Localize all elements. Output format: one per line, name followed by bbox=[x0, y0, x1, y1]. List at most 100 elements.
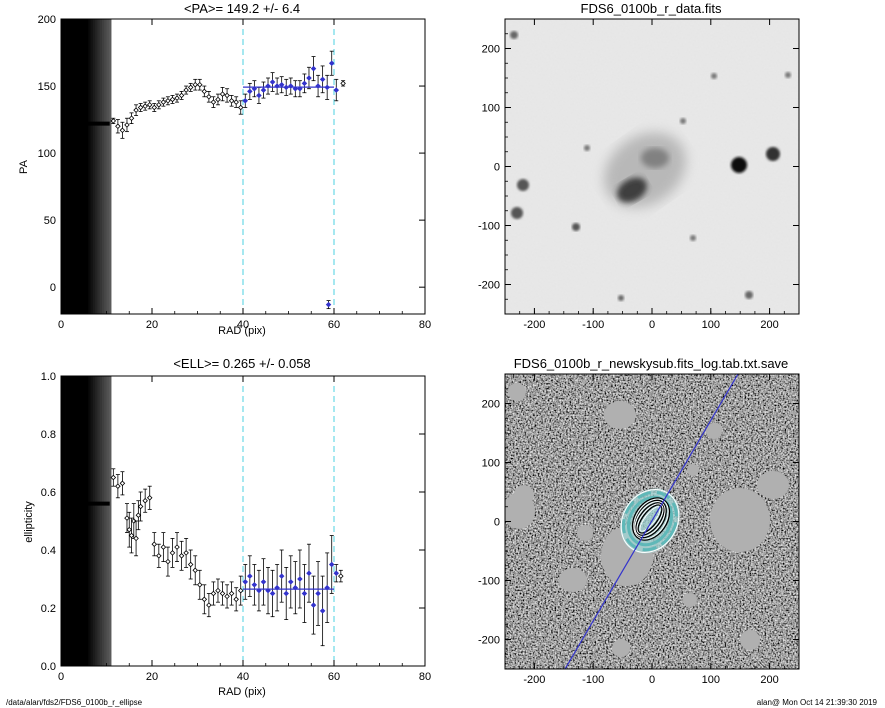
ell-point bbox=[233, 587, 239, 612]
pa-point bbox=[306, 66, 312, 90]
pa-point bbox=[115, 119, 121, 134]
ell-guide-lines bbox=[242, 376, 335, 666]
pa-ytick-label: 150 bbox=[38, 81, 56, 93]
ell-point bbox=[201, 584, 208, 615]
img2-ytick-label: -200 bbox=[478, 635, 500, 647]
pa-mask-stripe bbox=[76, 19, 80, 314]
pa-point bbox=[201, 85, 208, 98]
ell-point bbox=[237, 575, 244, 606]
img1-ytick-label: -200 bbox=[478, 280, 500, 292]
pa-xtick-label: 80 bbox=[419, 319, 431, 331]
ell-point bbox=[251, 564, 258, 606]
ell-mask-stripe bbox=[99, 376, 103, 666]
pa-point bbox=[165, 96, 171, 106]
pa-mask-stripe bbox=[83, 19, 87, 314]
data-image bbox=[505, 19, 799, 314]
ell-point bbox=[192, 555, 198, 586]
ell-mask-stripe bbox=[95, 376, 98, 666]
ell-point bbox=[115, 474, 121, 499]
pa-guide-lines bbox=[242, 19, 335, 314]
ell-ytick-label: 0.8 bbox=[41, 429, 56, 441]
footer-timestamp: alan@ Mon Oct 14 21:39:30 2019 bbox=[756, 698, 877, 707]
ell-point bbox=[135, 500, 142, 531]
pa-mask-stripe bbox=[104, 19, 107, 314]
img1-title: FDS6_0100b_r_data.fits bbox=[581, 1, 722, 16]
ell-point bbox=[169, 538, 176, 568]
ell-title: <ELL>= 0.265 +/- 0.058 bbox=[173, 356, 310, 371]
ell-point bbox=[197, 569, 203, 600]
pa-mask-stripe bbox=[61, 19, 64, 314]
pa-masked-region bbox=[61, 19, 112, 314]
pa-xlabel: RAD (pix) bbox=[218, 325, 266, 337]
ell-point bbox=[110, 468, 117, 487]
ell-point bbox=[183, 538, 189, 568]
ell-point bbox=[131, 503, 137, 539]
ell-ytick-label: 1.0 bbox=[41, 371, 56, 383]
pa-xtick-label: 40 bbox=[237, 319, 249, 331]
pa-ytick-label: 50 bbox=[44, 215, 56, 227]
img2-ytick-label: 0 bbox=[494, 517, 500, 529]
pa-point bbox=[328, 50, 335, 76]
model-image-panel: FDS6_0100b_r_newskysub.fits_log.tab.txt.… bbox=[478, 356, 800, 686]
img1-axes: -200 -100 0 100 200 -200 -100 0 100 200 bbox=[478, 18, 800, 331]
pa-point bbox=[325, 300, 332, 310]
pa-mask-stripe bbox=[67, 19, 71, 314]
img1-ytick-label: 0 bbox=[494, 162, 500, 174]
ell-mask-stripe bbox=[86, 376, 89, 666]
pa-xtick-label: 0 bbox=[58, 319, 64, 331]
ell-point bbox=[146, 485, 153, 510]
pa-point bbox=[178, 91, 185, 100]
pa-point bbox=[288, 77, 294, 95]
pa-point bbox=[124, 117, 130, 133]
ell-mask-stripe bbox=[83, 376, 87, 666]
img1-xtick-label: -200 bbox=[523, 319, 545, 331]
pa-point bbox=[160, 97, 167, 107]
img2-xtick-label: 200 bbox=[760, 674, 778, 686]
data-image-panel: FDS6_0100b_r_data.fits -200 -100 0 100 200-2… bbox=[478, 1, 800, 331]
ell-point bbox=[206, 593, 212, 618]
img2-xtick-label: 100 bbox=[702, 674, 720, 686]
ell-point bbox=[283, 567, 289, 620]
ell-point bbox=[324, 552, 330, 623]
pa-point bbox=[146, 100, 153, 110]
pa-point bbox=[278, 76, 285, 94]
pa-point bbox=[228, 95, 235, 107]
ell-mask-stripe bbox=[97, 376, 101, 666]
img1-xtick-label: 200 bbox=[760, 319, 778, 331]
pa-direction-line bbox=[564, 374, 739, 669]
pa-title: <PA>= 149.2 +/- 6.4 bbox=[184, 1, 300, 16]
ell-point bbox=[126, 511, 133, 548]
ell-point bbox=[133, 520, 139, 557]
pa-point bbox=[110, 117, 117, 124]
ell-point bbox=[142, 488, 148, 513]
ell-point bbox=[215, 578, 221, 603]
ell-point bbox=[338, 569, 344, 583]
pa-point bbox=[192, 78, 198, 91]
pa-point bbox=[128, 112, 135, 124]
ell-point bbox=[278, 549, 285, 603]
ell-point bbox=[256, 569, 262, 612]
ell-mask-stripe bbox=[70, 376, 73, 666]
ell-mask-stripe bbox=[65, 376, 69, 666]
ell-point bbox=[174, 532, 180, 562]
ell-point bbox=[297, 549, 303, 609]
ell-point bbox=[301, 564, 308, 623]
pa-mask-stripe bbox=[72, 19, 76, 314]
ell-ylabel: ellipticity bbox=[23, 501, 35, 543]
pa-point bbox=[142, 101, 148, 111]
pa-ytick-label: 100 bbox=[38, 148, 56, 160]
ell-axes: 0 20 40 60 80 0.0 0.2 0.4 0.6 0.8 1.0 bbox=[41, 371, 431, 683]
pa-axes: 0 20 40 60 80 0 50 100 150 200 bbox=[38, 14, 431, 331]
img1-ytick-label: 200 bbox=[482, 44, 500, 56]
ell-point bbox=[269, 569, 276, 618]
pa-point bbox=[137, 103, 144, 112]
img1-xtick-label: 0 bbox=[649, 319, 655, 331]
pa-mask-stripe bbox=[97, 19, 101, 314]
pa-point bbox=[187, 82, 194, 92]
ell-point bbox=[156, 543, 162, 568]
ell-point bbox=[210, 581, 217, 606]
ellipticity-panel: <ELL>= 0.265 +/- 0.058 0 20 40 60 80 0.0 0.2 0.… bbox=[23, 356, 431, 698]
ell-mask-stripe bbox=[108, 376, 112, 666]
pa-mask-stripe bbox=[63, 19, 66, 314]
